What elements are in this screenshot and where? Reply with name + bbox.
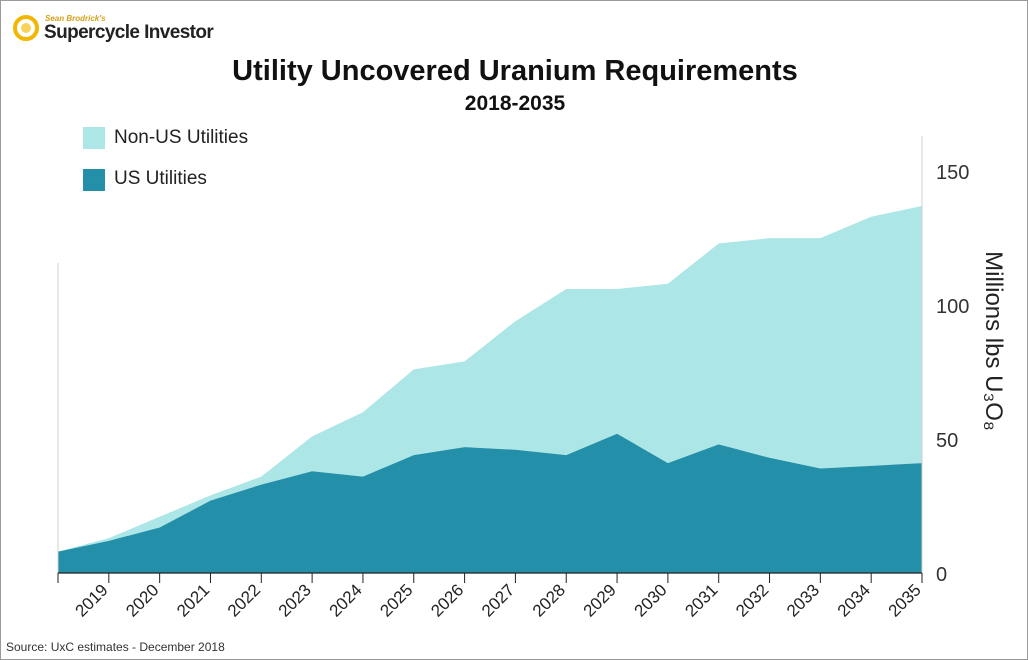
x-tick-label: 2024 xyxy=(326,580,366,620)
chart-subtitle: 2018-2035 xyxy=(464,92,566,115)
x-tick-label: 2035 xyxy=(885,580,925,620)
y-axis-label: Millions lbs U₃O₈ xyxy=(980,251,1007,431)
x-tick-label: 2019 xyxy=(71,580,111,620)
x-tick-label: 2033 xyxy=(783,580,823,620)
legend-label-non-us: Non-US Utilities xyxy=(114,127,249,148)
y-tick-label: 0 xyxy=(936,564,947,586)
x-tick-label: 2022 xyxy=(224,580,264,620)
chart-areas xyxy=(58,206,922,573)
x-tick-label: 2025 xyxy=(376,580,416,620)
brand-name: Supercycle Investor xyxy=(44,22,214,43)
x-tick-label: 2032 xyxy=(732,580,772,620)
x-tick-label: 2034 xyxy=(834,580,874,620)
brand-logo: Sean Brodrick's Supercycle Investor xyxy=(13,13,243,47)
series-area-non-us xyxy=(58,206,922,552)
y-tick-labels: 0 50 100 150 xyxy=(936,162,969,586)
x-tick-label: 2029 xyxy=(580,580,620,620)
x-tick-label: 2020 xyxy=(122,580,162,620)
y-tick-label: 50 xyxy=(936,430,958,452)
sun-logo-icon xyxy=(13,15,39,41)
source-note: Source: UxC estimates - December 2018 xyxy=(6,640,225,654)
x-tick-label: 2026 xyxy=(427,580,467,620)
chart-title: Utility Uncovered Uranium Requirements xyxy=(232,55,798,87)
x-tick-label: 2021 xyxy=(173,580,213,620)
series-area-us xyxy=(58,433,922,573)
x-tick-label: 2030 xyxy=(631,580,671,620)
x-tick-label: 2031 xyxy=(681,580,721,620)
legend-swatch-non-us xyxy=(83,127,105,149)
chart-axes xyxy=(57,136,923,583)
legend-label-us: US Utilities xyxy=(114,168,207,189)
y-tick-label: 150 xyxy=(936,162,969,184)
y-tick-label: 100 xyxy=(936,296,969,318)
legend-swatch-us xyxy=(83,169,105,191)
brand-byline: Sean Brodrick's xyxy=(45,14,106,23)
x-tick-label: 2027 xyxy=(478,580,518,620)
x-tick-label: 2028 xyxy=(529,580,569,620)
x-tick-label: 2023 xyxy=(275,580,315,620)
x-tick-labels: 2019 2020 2021 2022 2023 2024 2025 2026 2027 2028… xyxy=(71,580,924,620)
